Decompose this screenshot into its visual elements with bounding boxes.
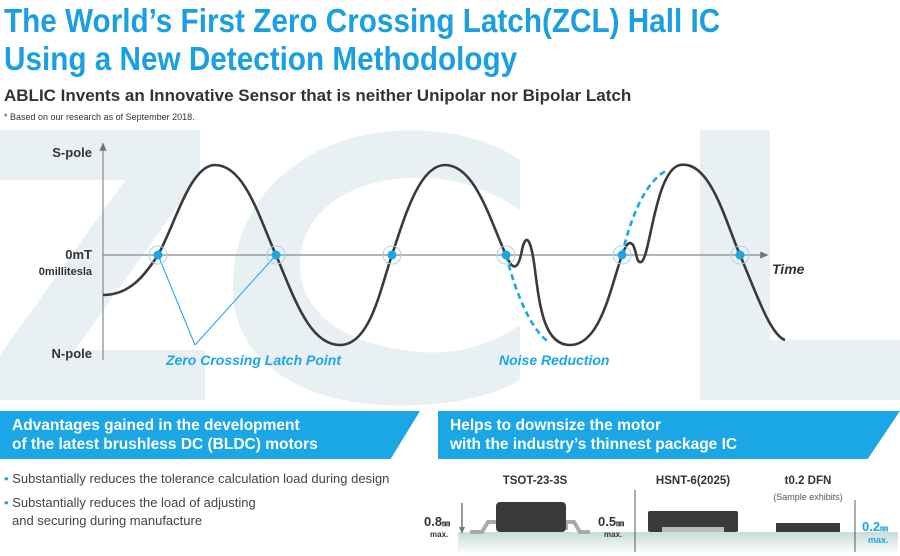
heading-line: of the latest brushless DC (BLDC) motors <box>12 436 318 453</box>
tsot-package <box>496 502 566 532</box>
latch-point <box>148 245 168 265</box>
max-label: max. <box>868 535 889 545</box>
tsot-thickness: 0.8㎜ <box>424 514 450 529</box>
max-label: max. <box>430 530 448 539</box>
zero-millitesla-label: 0millitesla <box>39 266 93 278</box>
advantage-text: Substantially reduces the load of adjust… <box>12 495 256 510</box>
title-line-1: The World’s First Zero Crossing Latch(ZC… <box>4 2 721 39</box>
heading-line: Helps to downsize the motor <box>450 417 661 434</box>
latch-point <box>612 245 632 265</box>
advantages-heading: Advantages gained in the development of t… <box>0 411 420 459</box>
subtitle: ABLIC Invents an Innovative Sensor that … <box>4 86 632 105</box>
package-name: TSOT-23-3S <box>503 475 568 487</box>
sample-note: (Sample exhibits) <box>773 492 843 502</box>
max-label: max. <box>604 530 622 539</box>
time-label: Time <box>772 261 805 277</box>
pointer-line <box>194 254 277 346</box>
magnetic-field-curve <box>102 163 786 347</box>
noise-filtered-curve-1 <box>504 254 551 345</box>
watermark-letter-c <box>232 130 520 406</box>
noise-reduction-label: Noise Reduction <box>499 352 609 368</box>
heading-line: with the industry’s thinnest package IC <box>450 436 738 453</box>
waveform-diagram: S-pole 0mT 0millitesla N-pole Time Zero … <box>39 142 805 368</box>
footnote: * Based on our research as of September … <box>4 112 195 122</box>
packages-heading: Helps to downsize the motor with the indu… <box>438 411 900 459</box>
advantage-text: Substantially reduces the tolerance calc… <box>12 471 390 486</box>
package-comparison: TSOT-23-3S 0.8㎜ max. HSNT-6(2025) 0.5㎜ m… <box>424 475 898 554</box>
dfn-thickness: 0.2㎜ <box>862 519 888 534</box>
advantage-item: • Substantially reduces the tolerance ca… <box>4 471 390 486</box>
s-pole-label: S-pole <box>52 145 92 160</box>
latch-point <box>496 245 516 265</box>
dfn-package <box>776 523 840 532</box>
latch-point <box>730 245 750 265</box>
pointer-line <box>157 254 196 346</box>
noise-filtered-curve-2 <box>620 168 669 256</box>
board-surface <box>458 532 898 554</box>
latch-point <box>382 245 402 265</box>
package-name: HSNT-6(2025) <box>656 475 730 487</box>
title-line-2: Using a New Detection Methodology <box>4 40 518 77</box>
hsnt-thickness: 0.5㎜ <box>598 514 624 529</box>
n-pole-label: N-pole <box>52 346 92 361</box>
page-title: The World’s First Zero Crossing Latch(ZC… <box>4 2 720 78</box>
heading-line: Advantages gained in the development <box>12 417 300 434</box>
zcl-point-label: Zero Crossing Latch Point <box>165 352 342 368</box>
package-name: t0.2 DFN <box>785 475 832 487</box>
hsnt-package <box>648 511 738 532</box>
watermark-letter-l <box>700 130 900 400</box>
zero-mt-label: 0mT <box>65 247 92 262</box>
advantage-item: • Substantially reduces the load of adju… <box>4 495 256 528</box>
advantage-text: and securing during manufacture <box>12 513 203 528</box>
latch-point <box>266 245 286 265</box>
